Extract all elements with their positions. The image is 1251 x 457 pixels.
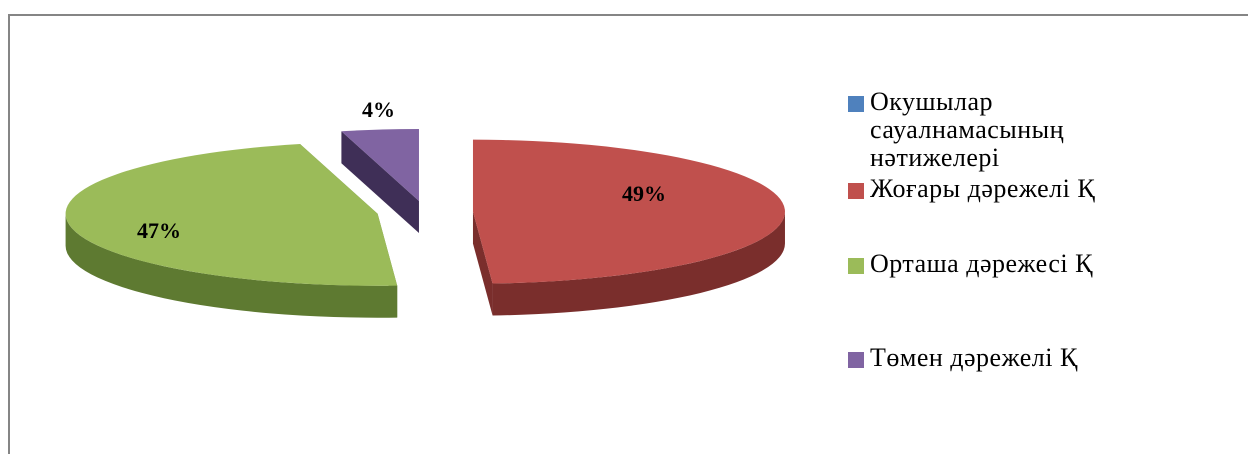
legend-item-survey: Окушылар сауалнамасының нәтижелері bbox=[848, 88, 1064, 172]
pie-slice-high bbox=[472, 139, 785, 316]
legend-label-high: Жоғары дәрежелі Қ bbox=[870, 174, 1096, 203]
chart-frame bbox=[8, 14, 1248, 454]
legend-item-low: Төмен дәрежелі Қ bbox=[848, 344, 1078, 372]
legend-item-high: Жоғары дәрежелі Қ bbox=[848, 175, 1095, 203]
legend-swatch-low bbox=[848, 352, 864, 368]
pie-slice-high-top bbox=[472, 139, 785, 284]
legend-swatch-high bbox=[848, 183, 864, 199]
legend-label-survey-line-3: нәтижелері bbox=[870, 143, 1000, 172]
pie-slice-high-wall-2 bbox=[472, 211, 493, 316]
legend-swatch-medium bbox=[848, 258, 864, 274]
pie-slice-low-top bbox=[341, 129, 419, 202]
pie-slice-medium-top bbox=[65, 143, 398, 286]
pie-slice-low-wall-1 bbox=[341, 131, 419, 234]
legend-label-medium: Орташа дәрежесі Қ bbox=[870, 249, 1093, 278]
slice-label-high: 49% bbox=[622, 181, 666, 206]
slice-label-low: 4% bbox=[362, 97, 395, 122]
legend-item-medium: Орташа дәрежесі Қ bbox=[848, 250, 1093, 278]
legend-label-survey-line-2: сауалнамасының bbox=[870, 115, 1065, 144]
pie-slice-low bbox=[341, 129, 419, 234]
legend-swatch-survey bbox=[848, 96, 864, 112]
legend-label-survey-line-1: Окушылар bbox=[870, 87, 994, 116]
pie-slice-high-rim bbox=[492, 211, 785, 316]
pie-slice-medium bbox=[65, 143, 398, 318]
pie-slices bbox=[65, 129, 785, 318]
legend-label-low: Төмен дәрежелі Қ bbox=[870, 343, 1078, 372]
slice-labels: 49% 47% 4% bbox=[137, 97, 666, 243]
slice-label-medium: 47% bbox=[137, 218, 181, 243]
pie-slice-medium-rim bbox=[65, 213, 398, 318]
legend-label-survey: Окушылар сауалнамасының нәтижелері bbox=[870, 88, 1064, 172]
